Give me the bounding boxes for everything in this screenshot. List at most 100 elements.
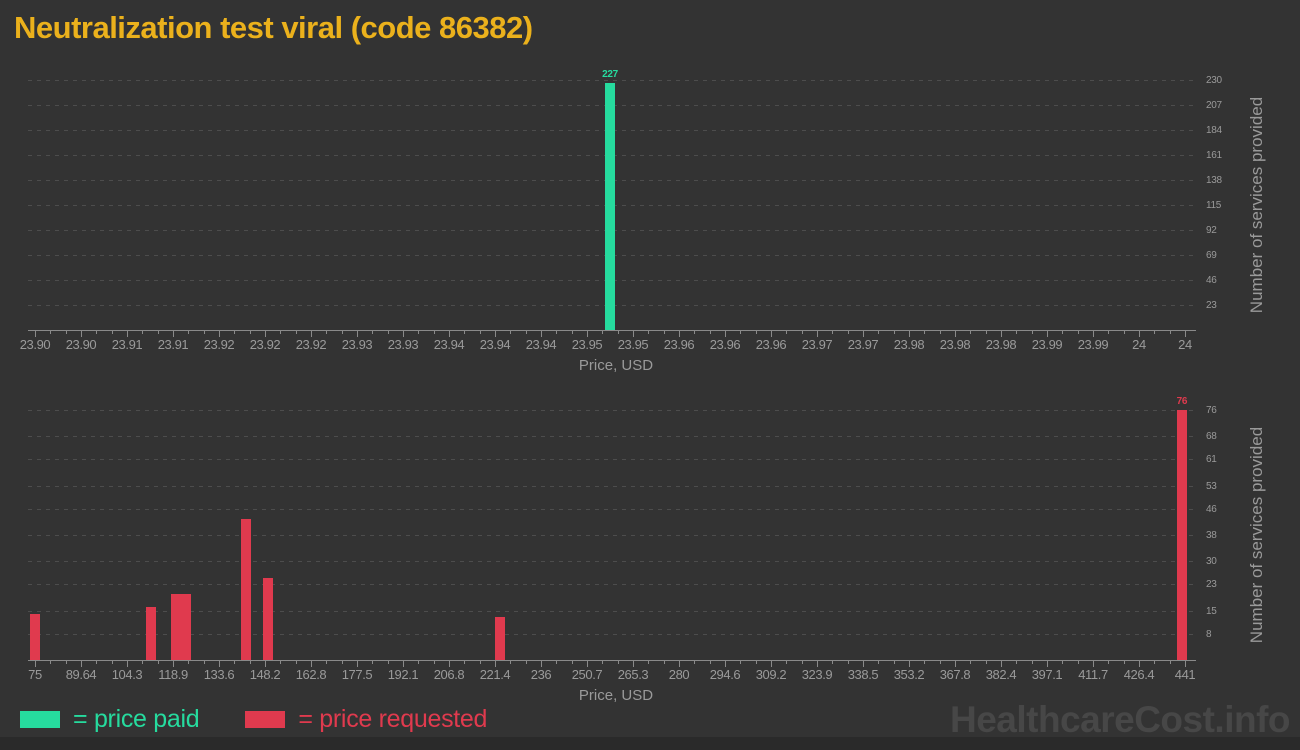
price-requested-bar [262, 577, 273, 660]
x-major-tick [495, 331, 496, 337]
x-tick-label: 280 [668, 667, 690, 682]
x-tick-label: 23.93 [387, 337, 419, 352]
x-minor-tick [1062, 331, 1064, 334]
y-axis-title: Number of services provided [1247, 96, 1266, 314]
x-minor-tick [694, 661, 696, 664]
x-minor-tick [372, 661, 374, 664]
x-tick-label: 177.5 [341, 667, 373, 682]
price-requested-bar [146, 607, 157, 660]
x-major-tick [817, 331, 818, 337]
y-gridline [28, 633, 1196, 635]
x-minor-tick [970, 661, 972, 664]
x-tick-label: 23.97 [847, 337, 879, 352]
price-requested-bar [495, 617, 505, 660]
x-axis-line [28, 660, 1196, 661]
x-minor-tick [510, 661, 512, 664]
x-tick-label: 23.94 [433, 337, 465, 352]
x-minor-tick [111, 331, 113, 334]
x-tick-label: 426.4 [1123, 667, 1155, 682]
x-minor-tick [571, 331, 573, 334]
x-major-tick [587, 331, 588, 337]
x-minor-tick [50, 331, 52, 334]
x-minor-tick [786, 331, 788, 334]
x-minor-tick [1154, 661, 1156, 664]
x-major-tick [909, 661, 910, 667]
x-major-tick [1047, 661, 1048, 667]
x-minor-tick [418, 661, 420, 664]
x-major-tick [541, 331, 542, 337]
price-paid-swatch [20, 710, 60, 728]
x-tick-label: 148.2 [249, 667, 281, 682]
x-minor-tick [525, 331, 527, 334]
x-major-tick [725, 661, 726, 667]
x-minor-tick [280, 331, 282, 334]
x-minor-tick [1062, 661, 1064, 664]
y-gridline [28, 459, 1196, 461]
x-tick-label: 23.96 [709, 337, 741, 352]
x-minor-tick [939, 661, 941, 664]
x-major-tick [771, 661, 772, 667]
x-tick-label: 192.1 [387, 667, 419, 682]
x-tick-label: 23.98 [893, 337, 925, 352]
y-tick-label: 69 [1206, 250, 1217, 261]
x-major-tick [771, 331, 772, 337]
price-requested-bar [240, 518, 251, 660]
x-major-tick [1001, 331, 1002, 337]
x-tick-label: 104.3 [111, 667, 143, 682]
x-tick-label: 23.94 [479, 337, 511, 352]
x-minor-tick [464, 661, 466, 664]
y-gridline [28, 180, 1196, 181]
x-minor-tick [878, 661, 880, 664]
x-major-tick [403, 331, 404, 337]
x-minor-tick [924, 331, 926, 334]
x-minor-tick [878, 331, 880, 334]
y-tick-label: 138 [1206, 175, 1222, 186]
y-gridline [28, 508, 1196, 510]
x-major-tick [219, 331, 220, 337]
y-gridline [28, 436, 1196, 438]
x-tick-label: 23.92 [203, 337, 235, 352]
x-minor-tick [556, 331, 558, 334]
x-minor-tick [341, 331, 343, 334]
y-tick-label: 207 [1206, 100, 1222, 111]
x-minor-tick [295, 331, 297, 334]
x-tick-label: 265.3 [617, 667, 649, 682]
x-tick-label: 23.94 [525, 337, 557, 352]
price-paid-bar [605, 83, 615, 330]
x-tick-label: 23.99 [1031, 337, 1063, 352]
x-tick-label: 118.9 [158, 667, 188, 682]
x-major-tick [81, 331, 82, 337]
x-minor-tick [939, 331, 941, 334]
y-gridline [28, 205, 1196, 206]
x-minor-tick [111, 661, 113, 664]
x-tick-label: 23.91 [111, 337, 143, 352]
x-major-tick [633, 331, 634, 337]
x-minor-tick [571, 661, 573, 664]
x-minor-tick [295, 661, 297, 664]
x-minor-tick [1123, 331, 1125, 334]
x-major-tick [633, 661, 634, 667]
y-gridline [28, 155, 1196, 156]
x-tick-label: 23.99 [1077, 337, 1109, 352]
x-major-tick [955, 331, 956, 337]
x-major-tick [1185, 661, 1186, 667]
x-tick-label: 397.1 [1031, 667, 1063, 682]
x-minor-tick [234, 331, 236, 334]
x-major-tick [357, 331, 358, 337]
x-major-tick [679, 331, 680, 337]
x-major-tick [173, 331, 174, 337]
x-tick-label: 367.8 [939, 667, 971, 682]
x-major-tick [219, 661, 220, 667]
y-tick-label: 92 [1206, 225, 1217, 236]
x-minor-tick [372, 331, 374, 334]
x-tick-label: 24 [1132, 337, 1146, 352]
x-minor-tick [694, 331, 696, 334]
x-tick-label: 206.8 [433, 667, 465, 682]
x-axis-title: Price, USD [578, 357, 654, 374]
price-paid-legend-label: = price paid [73, 704, 200, 733]
x-minor-tick [1077, 661, 1079, 664]
x-minor-tick [617, 331, 619, 334]
y-gridline [28, 561, 1196, 563]
